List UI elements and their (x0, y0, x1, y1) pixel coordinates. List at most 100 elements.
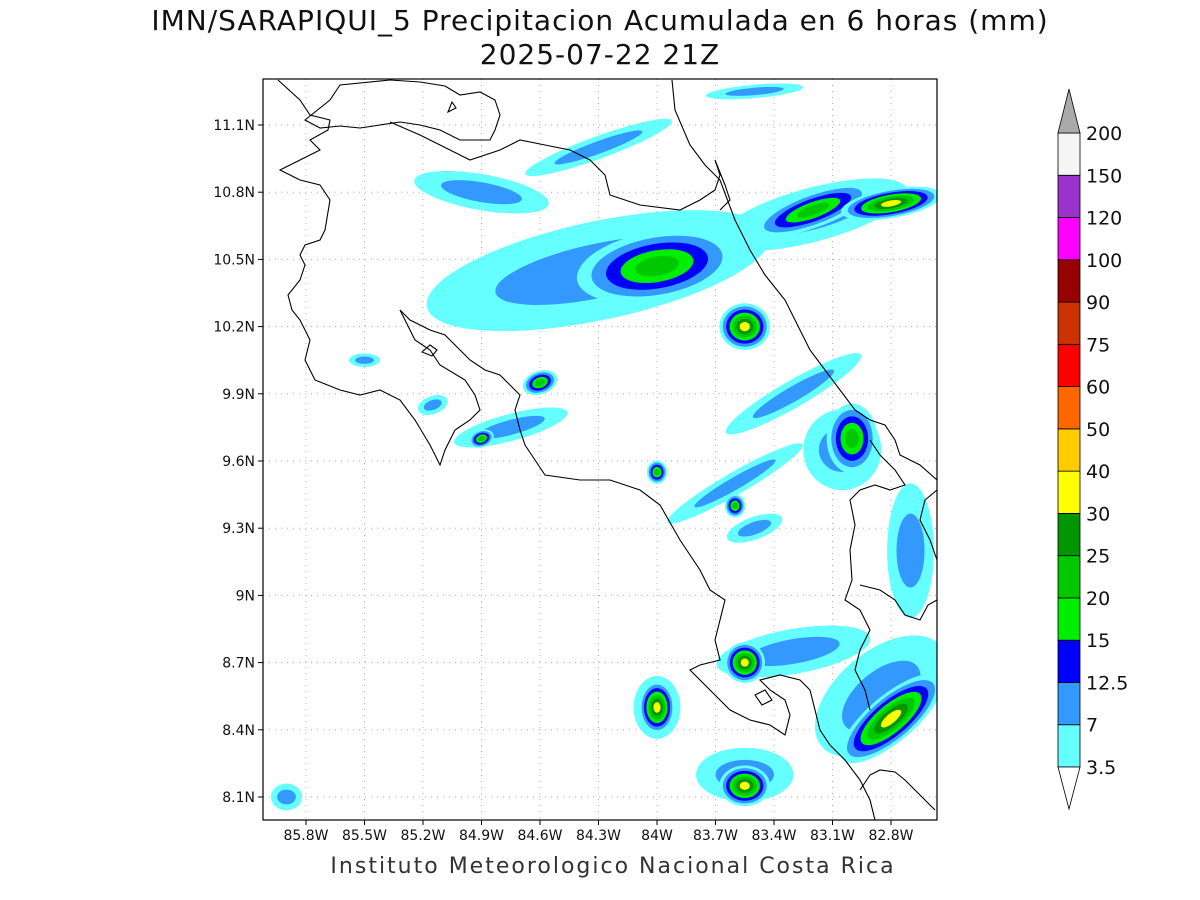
island-chira (420, 344, 438, 357)
precip-band-inner (725, 86, 784, 96)
colorbar-box (1057, 217, 1081, 261)
border-nicaragua (389, 121, 731, 211)
lon-tick-label: 85.8W (283, 828, 328, 844)
colorbar-label: 150 (1086, 165, 1122, 187)
colorbar-label: 90 (1086, 292, 1110, 314)
precip-cell-contour (654, 469, 660, 476)
lat-tick-label: 8.1N (222, 790, 255, 806)
lat-tick-label: 10.8N (213, 185, 255, 201)
lon-tick-label: 83.7W (693, 828, 738, 844)
precip-cell-contour (740, 658, 749, 667)
lat-tick-label: 11.1N (213, 118, 255, 134)
colorbar-bottom-arrow (1057, 766, 1081, 811)
colorbar-box (1057, 555, 1081, 599)
figure-title: IMN/SARAPIQUI_5 Precipitacion Acumulada … (151, 4, 1049, 37)
island-north (446, 100, 457, 114)
panama-caribbean-coast (859, 489, 937, 621)
figure-subtitle: 2025-07-22 21Z (479, 38, 721, 71)
precip-cell-contour (635, 255, 679, 277)
precip-band-inner (423, 399, 442, 411)
lon-tick-label: 84.6W (517, 828, 562, 844)
lat-tick-label: 9.9N (222, 387, 255, 403)
coastlines-and-borders (277, 79, 937, 820)
lon-tick-label: 85.5W (342, 828, 387, 844)
precip-cell-contour (796, 202, 830, 218)
precip-band-inner (355, 356, 374, 364)
colorbar-box (1057, 301, 1081, 345)
colorbar-box (1057, 639, 1081, 683)
lat-tick-label: 9.6N (222, 454, 255, 470)
precip-cell-contour (739, 781, 750, 790)
precip-cell-contour (535, 379, 545, 387)
precip-cell-contour (845, 429, 859, 449)
precip-band-inner (752, 369, 835, 419)
precip-band-inner (277, 789, 296, 805)
pacific-coastline (277, 79, 876, 820)
lon-tick-label: 84W (641, 828, 673, 844)
colorbar-label: 15 (1086, 630, 1110, 652)
lat-tick-label: 8.7N (222, 656, 255, 672)
colorbar-box (1057, 470, 1081, 514)
border-panama (844, 439, 906, 711)
colorbar-box (1057, 259, 1081, 303)
precip-cell-contour (881, 200, 901, 207)
plot-frame (262, 78, 938, 821)
colorbar-label: 50 (1086, 419, 1110, 441)
colorbar-box (1057, 724, 1081, 768)
colorbar-box (1057, 597, 1081, 641)
precip-cell-contour (739, 321, 750, 332)
lon-tick-label: 84.9W (459, 828, 504, 844)
colorbar-label: 120 (1086, 208, 1122, 230)
precipitation-field (270, 83, 937, 811)
colorbar-box (1057, 682, 1081, 726)
precip-cell-contour (478, 436, 485, 442)
precip-band-inner (896, 513, 925, 588)
colorbar-label: 60 (1086, 377, 1110, 399)
precip-band-inner (747, 636, 840, 667)
lat-tick-label: 10.5N (213, 252, 255, 268)
latitude-axis: 8.1N 8.4N 8.7N 9N 9.3N 9.6N 9.9N 10.2N 10.5N 10.8… (213, 118, 263, 806)
lat-tick-label: 8.4N (222, 723, 255, 739)
colorbar-box (1057, 343, 1081, 388)
lat-tick-label: 9.3N (222, 521, 255, 537)
colorbar-box (1057, 513, 1081, 557)
colorbar-top-arrow (1057, 88, 1081, 134)
colorbar: 3.5 7 12.5 15 20 25 30 40 50 60 75 90 100 120 150 200 (1057, 88, 1128, 811)
precip-cell-contour (732, 502, 738, 509)
colorbar-label: 25 (1086, 546, 1110, 568)
precip-band-inner (842, 660, 921, 732)
colorbar-label: 100 (1086, 250, 1122, 272)
longitude-axis: 85.8W 85.5W 85.2W 84.9W 84.6W 84.3W 84W 83.7W 83… (283, 820, 914, 844)
colorbar-label: 75 (1086, 334, 1110, 356)
colorbar-label: 30 (1086, 503, 1110, 525)
precip-band-inner (737, 519, 772, 537)
precip-band-inner (694, 459, 776, 508)
colorbar-label: 3.5 (1086, 757, 1116, 779)
precip-cell-contour (880, 709, 902, 728)
colorbar-label: 12.5 (1086, 672, 1128, 694)
caribbean-coastline (671, 79, 937, 481)
colorbar-box (1057, 132, 1081, 176)
colorbar-label: 40 (1086, 461, 1110, 483)
colorbar-box (1057, 174, 1081, 218)
colorbar-box (1057, 386, 1081, 430)
colorbar-label: 200 (1086, 123, 1122, 145)
colorbar-box (1057, 428, 1081, 472)
precip-band-inner (476, 415, 545, 439)
lon-tick-label: 85.2W (400, 828, 445, 844)
lake-nicaragua (304, 79, 501, 141)
lon-tick-label: 82.8W (868, 828, 913, 844)
lon-tick-label: 83.4W (751, 828, 796, 844)
lon-tick-label: 84.3W (576, 828, 621, 844)
lat-tick-label: 10.2N (213, 320, 255, 336)
figure-footer: Instituto Meteorologico Nacional Costa R… (330, 854, 896, 879)
lon-tick-label: 83.1W (810, 828, 855, 844)
precip-cell-contour (653, 702, 661, 713)
golfo-dulce (754, 689, 773, 706)
colorbar-label: 20 (1086, 588, 1110, 610)
colorbar-label: 7 (1086, 715, 1098, 737)
precip-band-inner (554, 130, 643, 165)
burica-peninsula (859, 769, 936, 811)
